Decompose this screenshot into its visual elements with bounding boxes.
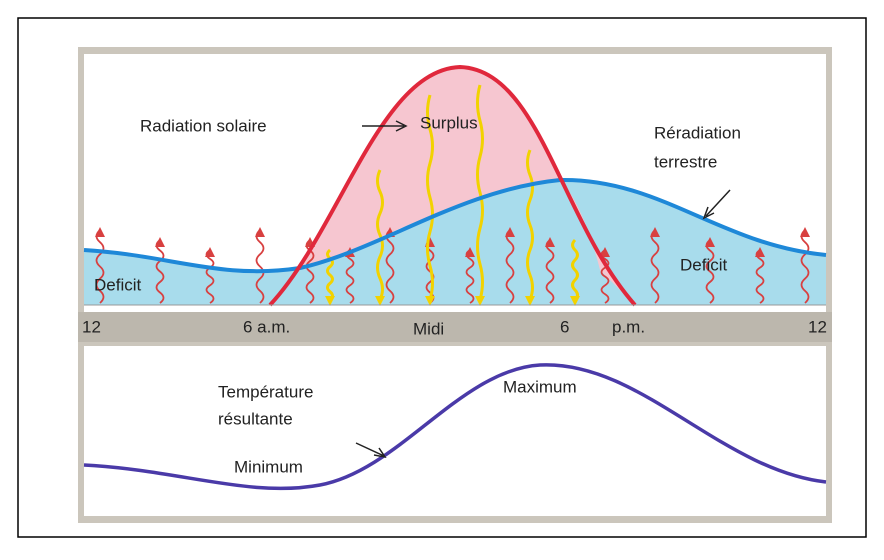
yellow-ray-head [375,296,385,306]
terrestrial-curve [83,177,827,274]
time-label: p.m. [612,317,645,336]
red-arrow-head [545,237,555,247]
temperature-label: résultante [218,409,293,428]
time-axis-bar [78,312,832,342]
red-arrow-head [800,227,810,237]
terrestrial-fill [84,179,826,305]
time-label: 12 [808,317,827,336]
yellow-ray [571,238,579,302]
red-arrow [505,229,515,304]
red-arrow-head [705,237,715,247]
red-arrow [385,229,395,304]
yellow-ray-head [570,296,580,306]
red-arrow [600,249,610,304]
red-arrow [155,239,165,304]
temperature-pointer [355,442,387,459]
deficit-label: Deficit [680,255,728,274]
solar-label: Radiation solaire [140,116,267,135]
yellow-ray [426,94,434,301]
red-arrow-head [95,227,105,237]
solar-curve [268,64,637,307]
yellow-ray-head [525,296,535,306]
yellow-ray-head [325,296,335,306]
red-arrow-head [505,227,515,237]
red-arrow [650,229,660,304]
top-curves [83,64,827,307]
terrestrial-label: terrestre [654,152,717,171]
yellow-ray-head [475,296,485,306]
surplus-label: Surplus [420,113,478,132]
deficit-label: Deficit [94,275,142,294]
yellow-ray-head [425,296,435,306]
radiation-arrows [95,84,810,306]
red-arrow-head [755,247,765,257]
minimum-label: Minimum [234,457,303,476]
red-arrow [465,249,475,304]
red-arrow-head [465,247,475,257]
yellow-ray [526,149,534,301]
time-label: 6 [560,317,569,336]
temperature-label: Température [218,382,313,401]
terrestrial-label: Réradiation [654,123,741,142]
bottom-panel [84,346,826,516]
time-label: 6 a.m. [243,317,290,336]
temperature-curve [83,363,827,491]
maximum-label: Maximum [503,377,577,396]
yellow-ray [476,84,484,301]
red-arrow-head [205,247,215,257]
red-arrow-head [155,237,165,247]
red-arrow-head [650,227,660,237]
time-label: Midi [413,319,444,338]
solar-pointer [362,120,408,132]
red-arrow [205,249,215,304]
red-arrow [255,229,265,304]
terrestrial-pointer [702,189,731,220]
red-arrow [545,239,555,304]
red-arrow [705,239,715,304]
time-label: 12 [82,317,101,336]
red-arrow-head [255,227,265,237]
red-arrow-head [600,247,610,257]
red-arrow [800,229,810,304]
yellow-ray [376,169,384,301]
red-arrow [755,249,765,304]
red-arrow [345,249,355,304]
red-arrow [95,229,105,304]
